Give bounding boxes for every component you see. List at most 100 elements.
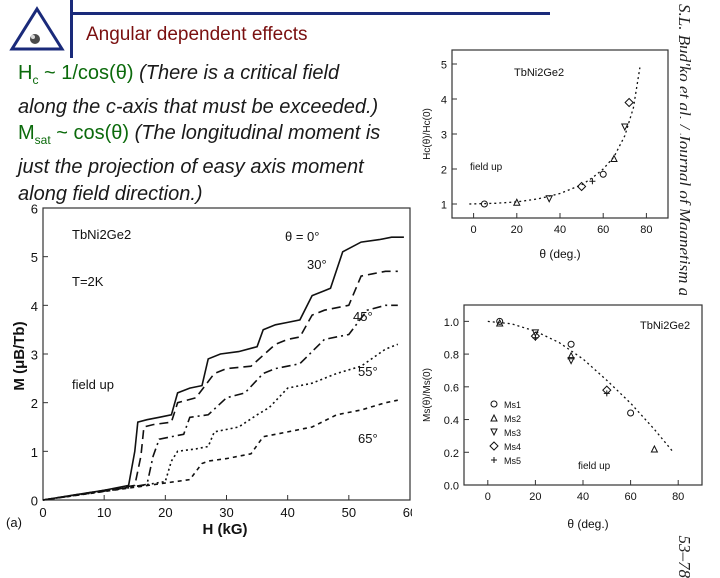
chart2-data-point bbox=[624, 97, 634, 108]
chart1-y-tick-label: 5 bbox=[31, 250, 38, 265]
chart3-legend-marker-0 bbox=[490, 400, 498, 408]
chart2-data-point bbox=[610, 154, 618, 162]
hc-subscript: c bbox=[32, 73, 39, 87]
chart3-y-axis-label: Ms(θ)/Ms(0) bbox=[422, 368, 433, 422]
chart3-x-tick-label: 60 bbox=[624, 491, 636, 503]
chart2-compound-label: TbNi2Ge2 bbox=[514, 67, 564, 79]
chart2-y-axis-label: Hc(θ)/Hc(0) bbox=[422, 108, 433, 160]
chart1-series-line-0 bbox=[42, 236, 404, 501]
chart2-x-tick-label: 60 bbox=[597, 224, 609, 236]
msat-subscript: sat bbox=[34, 133, 51, 147]
chart1-x-tick-label: 30 bbox=[219, 505, 233, 520]
chart1-field-up-label: field up bbox=[72, 377, 114, 392]
chart2-field-up-label: field up bbox=[470, 162, 503, 173]
chart3-y-tick-label: 1.0 bbox=[444, 317, 459, 329]
chart3-plot: 0 20 40 60 80 0.0 0.2 0.4 0.6 0.8 1.0 θ (deg.) Ms(θ)… bbox=[422, 304, 703, 531]
chart3-legend-marker-1 bbox=[490, 413, 498, 422]
chart1-x-tick-label: 40 bbox=[280, 505, 294, 520]
chart2-x-tick-label: 20 bbox=[511, 224, 523, 236]
chart1-y-tick-label: 2 bbox=[31, 396, 38, 411]
chart1-series-label-2: 45° bbox=[353, 309, 373, 324]
chart1-series-line-4 bbox=[42, 399, 398, 501]
chart1-x-tick-label: 10 bbox=[97, 505, 111, 520]
chart2-y-tick-label: 2 bbox=[441, 165, 447, 177]
chart1-y-tick-label: 6 bbox=[31, 202, 38, 217]
chart1-series-line-2 bbox=[42, 304, 398, 501]
chart2-data-point bbox=[480, 200, 488, 208]
chart3-data-point bbox=[567, 340, 575, 348]
chart2-x-tick-label: 80 bbox=[640, 224, 652, 236]
chart3-legend-marker-3 bbox=[489, 441, 499, 451]
chart1-y-tick-label: 1 bbox=[31, 445, 38, 460]
chart1-compound-label: TbNi2Ge2 bbox=[72, 227, 131, 242]
hc-formula: ~ 1/cos(θ) bbox=[38, 62, 140, 84]
critical-field-chart: 0 20 40 60 80 1 2 3 4 5 θ (deg.) Hc(θ)/Hc(0) TbNi2Ge… bbox=[418, 42, 680, 272]
chart1-series-label-0: θ = 0° bbox=[285, 229, 319, 244]
chart3-data-point bbox=[531, 329, 540, 337]
chart3-x-tick-label: 20 bbox=[529, 491, 541, 503]
chart2-data-point bbox=[545, 195, 554, 203]
chart2-y-tick-label: 3 bbox=[441, 130, 447, 142]
chart3-y-tick-label: 0.4 bbox=[444, 415, 459, 427]
chart2-x-tick-label: 40 bbox=[554, 224, 566, 236]
chart1-x-tick-label: 50 bbox=[342, 505, 356, 520]
chart3-background bbox=[412, 295, 710, 535]
chart3-y-tick-label: 0.6 bbox=[444, 382, 459, 394]
chart3-legend-marker-4 bbox=[491, 457, 497, 463]
chart3-x-tick-label: 80 bbox=[672, 491, 684, 503]
chart3-y-tick-label: 0.0 bbox=[444, 481, 459, 493]
chart1-x-tick-label: 20 bbox=[158, 505, 172, 520]
hc-note-line-2: along the c-axis that must be exceeded.) bbox=[18, 96, 379, 118]
chart1-temperature-label: T=2K bbox=[72, 274, 104, 289]
chart3-compound-label: TbNi2Ge2 bbox=[640, 320, 690, 332]
chart2-data-point bbox=[576, 181, 587, 192]
chart3-legend-label-1: Ms2 bbox=[504, 414, 521, 424]
chart1-series-label-4: 65° bbox=[358, 431, 378, 446]
chart1-series-line-1 bbox=[42, 270, 398, 501]
chart2-background bbox=[418, 42, 680, 272]
hc-statement: Hc ~ 1/cos(θ) (There is a critical field… bbox=[18, 60, 378, 121]
chart2-plot: 0 20 40 60 80 1 2 3 4 5 θ (deg.) Hc(θ)/Hc(0) TbNi2Ge… bbox=[422, 49, 669, 261]
chart3-legend-marker-2 bbox=[490, 428, 498, 437]
header-vertical-rule bbox=[70, 0, 73, 58]
hc-symbol: H bbox=[18, 62, 33, 84]
chart2-data-point bbox=[589, 178, 596, 185]
chart3-x-axis-label: θ (deg.) bbox=[567, 517, 608, 531]
chart3-data-point bbox=[495, 318, 504, 327]
chart2-data-point bbox=[599, 170, 607, 178]
chart1-x-tick-label: 0 bbox=[39, 505, 46, 520]
chart3-data-point bbox=[532, 334, 539, 341]
chart3-legend-label-2: Ms3 bbox=[504, 428, 521, 438]
chart3-legend-label-3: Ms4 bbox=[504, 442, 521, 452]
chart3-data-point bbox=[567, 357, 575, 365]
msat-note-line-2: just the projection of easy axis moment bbox=[18, 156, 364, 178]
chart2-y-tick-label: 1 bbox=[441, 200, 447, 212]
chart2-x-axis-label: θ (deg.) bbox=[539, 247, 580, 261]
chart1-panel-label: (a) bbox=[6, 515, 22, 530]
header-horizontal-rule bbox=[70, 12, 550, 15]
chart1-y-tick-label: 0 bbox=[31, 494, 38, 509]
chart1-series-line-3 bbox=[42, 343, 399, 501]
chart3-data-point bbox=[496, 317, 504, 325]
msat-note-line-1: (The longitudinal moment is bbox=[134, 122, 381, 144]
chart1-y-tick-label: 4 bbox=[31, 299, 38, 314]
chart2-x-tick-label: 0 bbox=[471, 224, 477, 236]
chart2-fit-line bbox=[469, 67, 641, 205]
msat-statement: Msat ~ cos(θ) (The longitudinal moment i… bbox=[18, 120, 380, 208]
msat-symbol: M bbox=[18, 122, 35, 144]
logo-icon bbox=[9, 6, 65, 51]
slide-title: Angular dependent effects bbox=[86, 24, 308, 45]
chart3-data-point bbox=[603, 390, 610, 397]
chart2-y-tick-label: 4 bbox=[441, 95, 447, 107]
chart3-y-tick-label: 0.8 bbox=[444, 350, 459, 362]
chart1-x-axis-label: H (kG) bbox=[203, 521, 248, 538]
hc-note-line-1: (There is a critical field bbox=[139, 62, 340, 84]
chart3-field-up-label: field up bbox=[578, 461, 611, 472]
saturation-moment-chart: 0 20 40 60 80 0.0 0.2 0.4 0.6 0.8 1.0 θ (deg.) Ms(θ)… bbox=[412, 295, 710, 535]
chart1-series-label-3: 55° bbox=[358, 364, 378, 379]
chart3-legend-label-4: Ms5 bbox=[504, 456, 521, 466]
chart1-series-label-1: 30° bbox=[307, 257, 327, 272]
chart2-data-point bbox=[620, 123, 629, 132]
